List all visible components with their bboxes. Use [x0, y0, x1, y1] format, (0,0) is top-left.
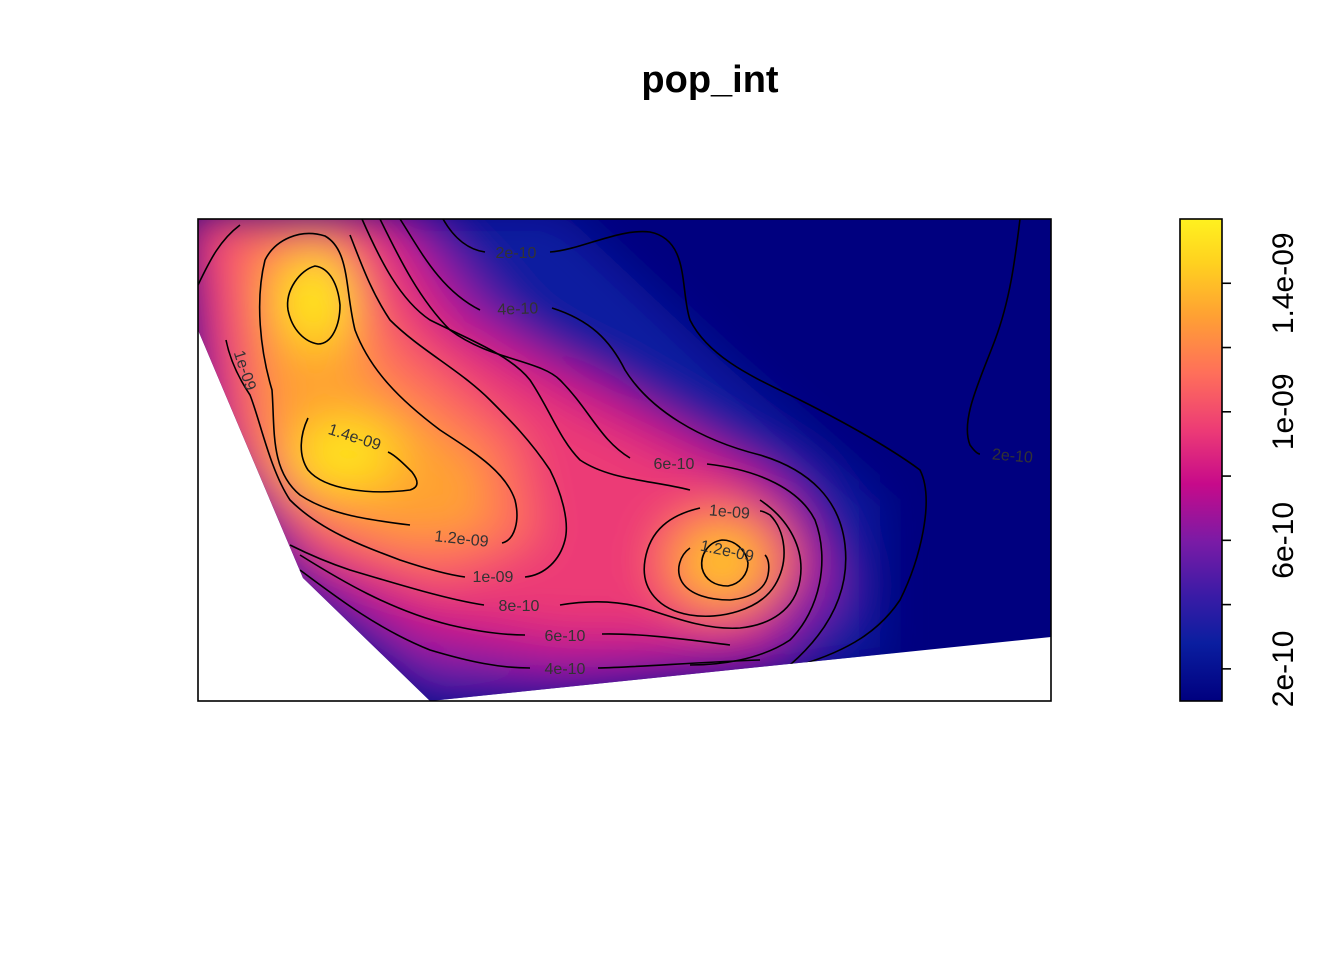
contour-line-4e-10	[399, 219, 847, 666]
contour-label: 1e-09	[473, 569, 514, 586]
contour-line-2e-10-east	[966, 219, 1021, 455]
colorbar-labels: 2e-10 6e-10 1e-09 1.4e-09	[1267, 232, 1300, 707]
contour-lines	[198, 219, 1021, 669]
colorbar-ticks	[1222, 282, 1231, 670]
contour-label: 2e-10	[991, 446, 1033, 467]
colorbar-tick-label: 2e-10	[1267, 630, 1300, 707]
contour-label: 6e-10	[654, 456, 695, 473]
contour-line-1e-09-west	[198, 224, 568, 578]
colorbar-tick-label: 1.4e-09	[1267, 232, 1300, 334]
contour-label: 1e-09	[708, 502, 750, 523]
contour-label: 4e-10	[545, 661, 586, 678]
chart-title: pop_int	[641, 59, 779, 101]
contour-label: 8e-10	[499, 598, 540, 615]
contour-label: 4e-10	[497, 300, 539, 318]
contour-line-6e-10-south	[299, 554, 731, 646]
contour-label: 6e-10	[545, 628, 586, 645]
contour-line-1-2e-09-south	[678, 547, 770, 601]
contour-line-1-2e-09-west	[258, 232, 518, 544]
contour-label: 1.2e-09	[434, 528, 490, 551]
contour-line-1-4e-09-south	[700, 539, 749, 587]
colorbar-gradient-bar	[1179, 218, 1223, 702]
colorbar-tick-label: 6e-10	[1267, 502, 1300, 579]
contour-line-1-4e-09-north	[286, 265, 341, 345]
contour-label: 2e-10	[496, 245, 537, 262]
contour-line-8e-10	[289, 219, 802, 630]
contour-line-2e-10-north	[442, 219, 927, 666]
colorbar-tick-label: 1e-09	[1267, 373, 1300, 450]
contour-line-1-4e-09-west	[300, 417, 418, 493]
contour-line-1e-09-south	[643, 507, 785, 618]
colorbar: 2e-10 6e-10 1e-09 1.4e-09	[1179, 218, 1300, 707]
contour-line-6e-10-north	[379, 219, 823, 666]
heatmap-field	[198, 219, 1051, 701]
plot-frame	[197, 218, 1052, 702]
